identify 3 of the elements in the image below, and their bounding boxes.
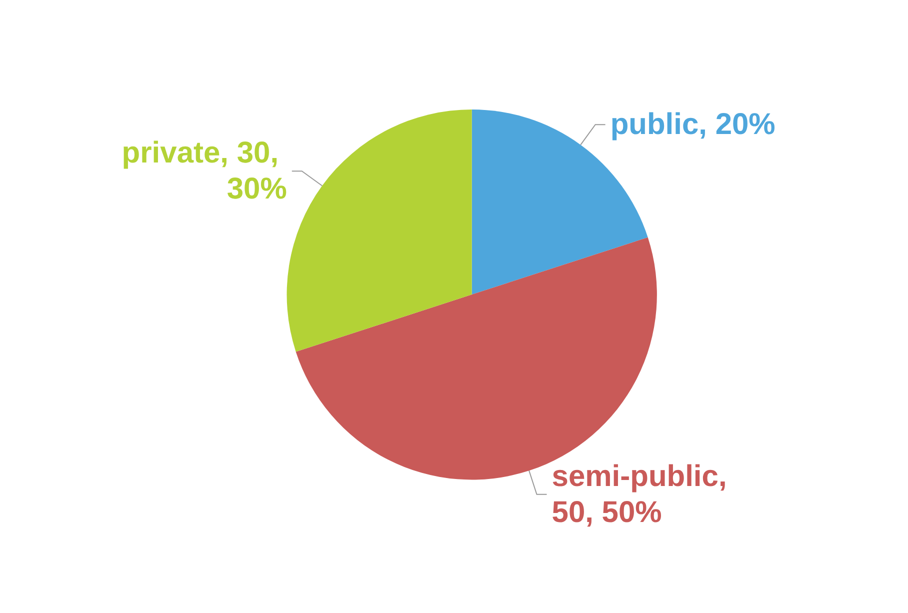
slice-label: private, 30, 30% [122,136,287,206]
slice-label: public, 20% [610,108,776,142]
slice-label: semi-public, 50, 50% [552,460,736,529]
